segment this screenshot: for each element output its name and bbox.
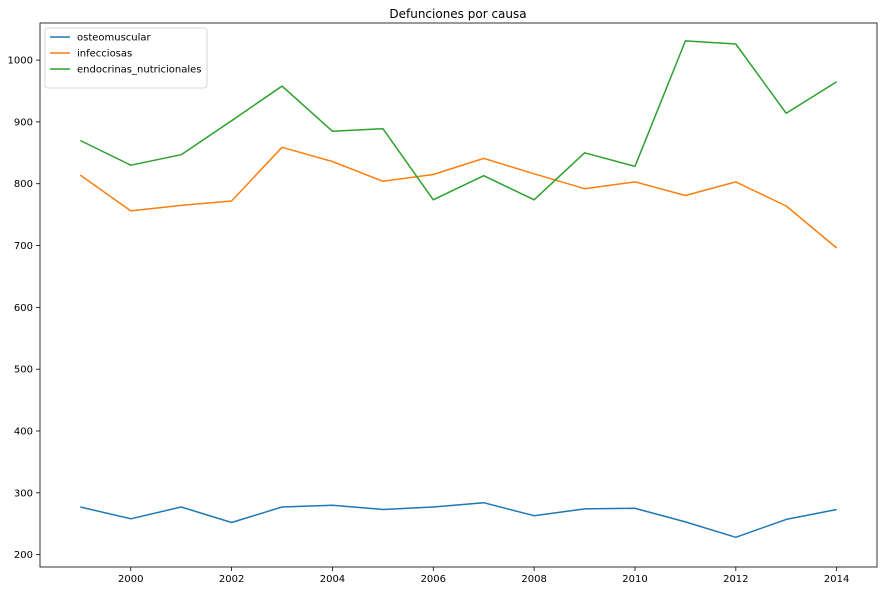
x-axis: 2000 2002 2004 2006 2008 2010 2012 2014 [118,567,849,585]
x-tick-label: 2002 [219,574,244,585]
y-tick-label: 600 [14,303,33,314]
y-tick-label: 400 [14,427,33,438]
y-tick-label: 700 [14,241,33,252]
series-line-osteomuscular [80,501,837,539]
legend-label-osteomuscular: osteomuscular [77,33,152,44]
plot-area [39,22,878,568]
y-tick-label: 500 [14,365,33,376]
legend-label-infecciosas: infecciosas [77,49,132,60]
legend-box [44,27,208,89]
series-lines [79,40,838,539]
x-tick-label: 2012 [723,574,748,585]
y-tick-label: 1000 [8,56,33,67]
x-tick-label: 2006 [421,574,446,585]
y-axis: 200 300 400 500 600 700 800 900 1000 [8,56,40,561]
legend-label-endocrinas_nutricionales: endocrinas_nutricionales [77,65,202,76]
x-tick-label: 2014 [824,574,849,585]
x-tick-label: 2010 [622,574,647,585]
series-line-infecciosas [79,146,838,249]
series-line-endocrinas_nutricionales [79,40,838,201]
x-tick-label: 2004 [320,574,345,585]
y-tick-label: 900 [14,117,33,128]
y-tick-label: 800 [14,179,33,190]
chart-title: Defunciones por causa [389,7,526,21]
x-tick-label: 2000 [118,574,143,585]
y-tick-label: 200 [14,550,33,561]
y-tick-label: 300 [14,488,33,499]
x-tick-label: 2008 [521,574,546,585]
legend: osteomuscular infecciosas endocrinas_nutri… [44,27,208,89]
